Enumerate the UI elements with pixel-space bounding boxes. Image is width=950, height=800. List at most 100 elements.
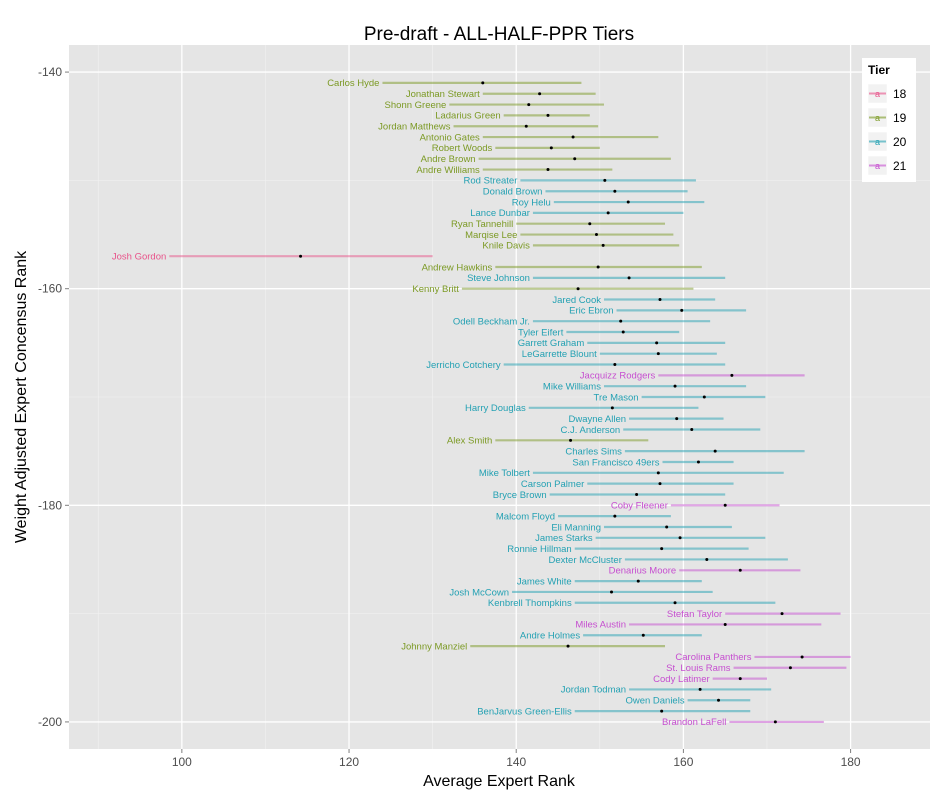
legend-label: 21 xyxy=(893,159,907,173)
avg-point xyxy=(594,233,598,237)
y-tick-label: -160 xyxy=(38,282,62,296)
y-tick-label: -180 xyxy=(38,498,62,512)
avg-point xyxy=(566,644,570,648)
avg-point xyxy=(610,406,614,410)
player-label: Harry Douglas xyxy=(465,403,526,414)
avg-point xyxy=(723,503,727,507)
avg-point xyxy=(660,547,664,551)
avg-point xyxy=(673,601,677,605)
player-label: Carolina Panthers xyxy=(675,652,751,663)
chart-title: Pre-draft - ALL-HALF-PPR Tiers xyxy=(364,24,634,45)
player-label: Alex Smith xyxy=(447,436,492,447)
player-label: Kenbrell Thompkins xyxy=(488,598,572,609)
player-label: Owen Daniels xyxy=(625,696,684,707)
avg-point xyxy=(571,135,575,139)
player-label: Antonio Gates xyxy=(420,132,480,143)
y-tick-label: -200 xyxy=(38,715,62,729)
player-label: Steve Johnson xyxy=(467,273,530,284)
player-label: Jacquizz Rodgers xyxy=(580,371,656,382)
avg-point xyxy=(680,308,684,312)
player-label: Stefan Taylor xyxy=(667,609,722,620)
player-label: Robert Woods xyxy=(432,143,493,154)
player-label: Tre Mason xyxy=(594,392,639,403)
player-label: Jerricho Cotchery xyxy=(426,360,501,371)
avg-point xyxy=(702,395,706,399)
player-label: Donald Brown xyxy=(483,187,543,198)
player-label: Josh McCown xyxy=(449,587,509,598)
y-tick-label: -140 xyxy=(38,65,62,79)
player-label: Jared Cook xyxy=(552,295,601,306)
player-label: Shonn Greene xyxy=(385,100,447,111)
avg-point xyxy=(717,698,721,702)
player-label: Carlos Hyde xyxy=(327,78,379,89)
avg-point xyxy=(596,265,600,269)
legend-key-glyph: a xyxy=(875,161,880,171)
avg-point xyxy=(546,113,550,117)
player-label: Tyler Eifert xyxy=(518,327,564,338)
y-axis-title: Weight Adjusted Expert Concensus Rank xyxy=(13,250,30,543)
axis-ticks: 100 120 140 160 180 -140 -160 -180 -200 xyxy=(38,65,861,769)
avg-point xyxy=(613,514,617,518)
player-label: Ryan Tannehill xyxy=(451,219,513,230)
player-label: Knile Davis xyxy=(482,241,530,252)
player-label: Johnny Manziel xyxy=(401,641,467,652)
legend-items: a 18 a 19 a 20 a 21 xyxy=(867,83,907,176)
player-label: Roy Helu xyxy=(512,197,551,208)
avg-point xyxy=(690,427,694,431)
x-tick-label: 100 xyxy=(172,755,192,769)
legend-key-glyph: a xyxy=(875,113,880,123)
avg-point xyxy=(658,298,662,302)
avg-point xyxy=(621,330,625,334)
player-label: Ladarius Green xyxy=(435,111,500,122)
player-label: Eric Ebron xyxy=(569,306,613,317)
avg-point xyxy=(601,243,605,247)
avg-point xyxy=(588,222,592,226)
player-label: Charles Sims xyxy=(565,446,622,457)
legend: Tier a 18 a 19 a 20 a 21 xyxy=(862,58,916,182)
player-label: James Starks xyxy=(535,533,593,544)
legend-label: 20 xyxy=(893,135,907,149)
avg-point xyxy=(569,438,573,442)
avg-point xyxy=(723,622,727,626)
x-tick-label: 160 xyxy=(673,755,693,769)
avg-point xyxy=(675,417,679,421)
player-label: Andre Holmes xyxy=(520,631,580,642)
avg-point xyxy=(635,492,639,496)
avg-point xyxy=(627,276,631,280)
player-label: Denarius Moore xyxy=(609,566,677,577)
avg-point xyxy=(636,579,640,583)
avg-point xyxy=(655,341,659,345)
player-label: Mike Williams xyxy=(543,381,601,392)
player-label: Jordan Todman xyxy=(561,685,626,696)
avg-point xyxy=(613,363,617,367)
player-label: James White xyxy=(517,576,572,587)
player-label: Ronnie Hillman xyxy=(507,544,571,555)
player-label: Garrett Graham xyxy=(518,338,585,349)
player-label: Lance Dunbar xyxy=(470,208,530,219)
player-label: Andre Brown xyxy=(421,154,476,165)
avg-point xyxy=(549,146,553,150)
player-label: Brandon LaFell xyxy=(662,717,726,728)
avg-point xyxy=(678,536,682,540)
legend-label: 19 xyxy=(893,111,907,125)
player-label: St. Louis Rams xyxy=(666,663,731,674)
player-label: BenJarvus Green-Ellis xyxy=(477,706,572,717)
avg-point xyxy=(780,612,784,616)
avg-point xyxy=(738,677,742,681)
avg-point xyxy=(713,449,717,453)
player-label: Bryce Brown xyxy=(493,490,547,501)
avg-point xyxy=(705,557,709,561)
avg-point xyxy=(800,655,804,659)
avg-point xyxy=(641,633,645,637)
legend-label: 18 xyxy=(893,87,907,101)
avg-point xyxy=(613,189,617,193)
avg-point xyxy=(658,482,662,486)
player-label: San Francisco 49ers xyxy=(572,457,659,468)
x-axis-title: Average Expert Rank xyxy=(423,773,576,790)
avg-point xyxy=(546,168,550,172)
player-label: Jordan Matthews xyxy=(378,122,451,133)
player-label: Eli Manning xyxy=(551,522,601,533)
avg-point xyxy=(696,460,700,464)
player-label: Carson Palmer xyxy=(521,479,584,490)
avg-point xyxy=(603,178,607,182)
